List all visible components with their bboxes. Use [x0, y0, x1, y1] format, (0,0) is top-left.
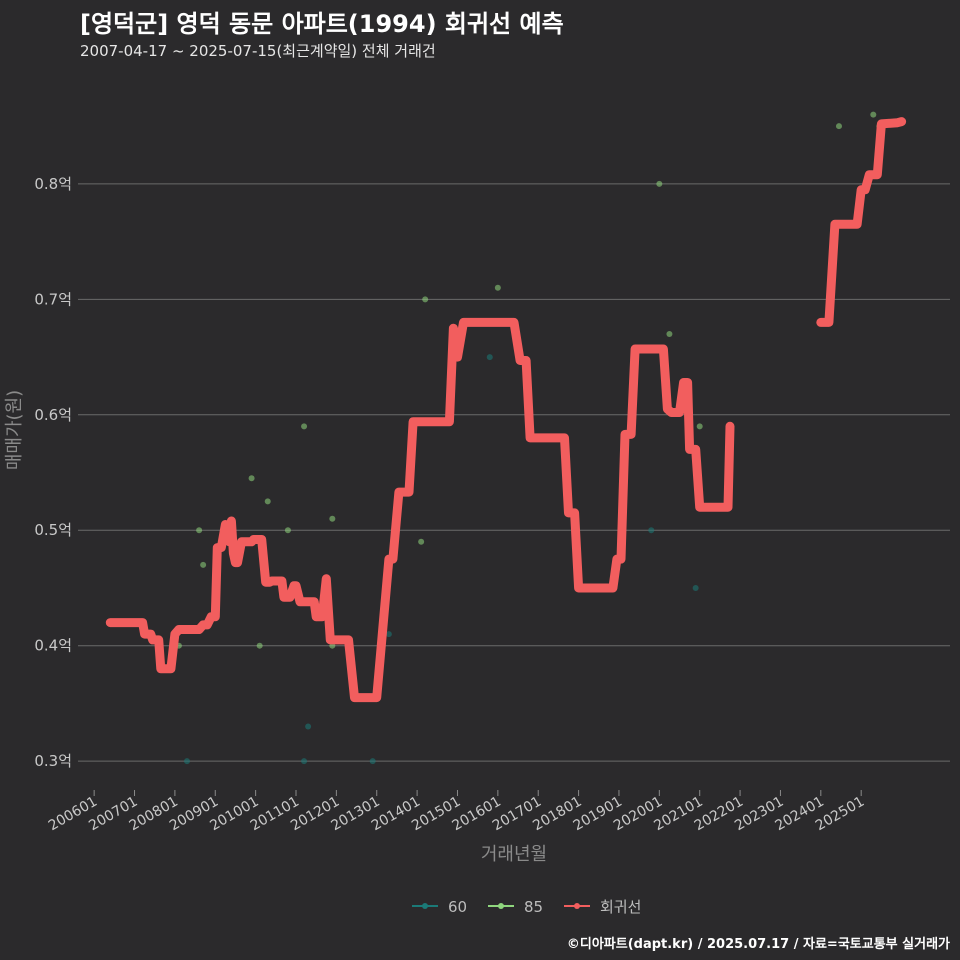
scatter-point-85 — [301, 423, 308, 430]
y-axis-label: 매매가(원) — [4, 390, 25, 470]
scatter-point-60 — [648, 527, 655, 534]
scatter-point-85 — [264, 498, 271, 505]
x-axis-label: 거래년월 — [481, 844, 547, 865]
regression-lines — [105, 117, 907, 703]
scatter-point-60 — [385, 631, 392, 638]
y-axis-ticks: 0.3억 0.4억 0.5억 0.6억 0.7억 0.8억 — [34, 175, 72, 770]
legend-swatch-dot — [422, 903, 428, 909]
scatter-point-60 — [369, 758, 376, 765]
legend-swatch-dot — [574, 903, 580, 909]
y-tick-label: 0.3억 — [34, 752, 72, 770]
y-tick-label: 0.5억 — [34, 521, 72, 539]
scatter-point-60 — [301, 758, 308, 765]
y-tick-label: 0.4억 — [34, 637, 72, 655]
chart-title: [영덕군] 영덕 동문 아파트(1994) 회귀선 예측 — [80, 10, 564, 38]
x-axis-ticks: 2006012007012008012009012010012011012012… — [46, 790, 867, 834]
regression-line-segment — [105, 317, 735, 703]
scatter-point-60 — [486, 354, 493, 361]
legend-swatch-dot — [498, 903, 504, 909]
regression-line-segment — [816, 117, 907, 327]
scatter-point-85 — [494, 284, 501, 291]
scatter-point-85 — [422, 296, 429, 303]
legend: 60 85 회귀선 — [412, 898, 641, 916]
scatter-point-85 — [656, 180, 663, 187]
y-tick-label: 0.6억 — [34, 406, 72, 424]
scatter-point-60 — [184, 758, 190, 765]
legend-label: 60 — [448, 898, 467, 916]
y-tick-label: 0.7억 — [34, 290, 72, 308]
grid-lines — [78, 183, 950, 762]
scatter-point-85 — [696, 423, 703, 430]
scatter-point-85 — [284, 527, 291, 534]
scatter-point-85 — [418, 538, 425, 545]
scatter-point-85 — [200, 561, 207, 568]
scatter-point-85 — [329, 515, 336, 522]
scatter-point-85 — [196, 527, 203, 534]
chart-subtitle: 2007-04-17 ~ 2025-07-15(최근계약일) 전체 거래건 — [80, 42, 436, 60]
scatter-point-85 — [870, 111, 877, 118]
scatter-point-85 — [666, 330, 673, 337]
scatter-point-85 — [835, 123, 842, 130]
scatter-point-85 — [248, 475, 255, 482]
scatter-point-85 — [256, 642, 263, 649]
footer-credit: ©디아파트(dapt.kr) / 2025.07.17 / 자료=국토교통부 실… — [566, 937, 950, 952]
y-tick-label: 0.8억 — [34, 175, 72, 193]
scatter-point-60 — [305, 723, 312, 730]
scatter-point-60 — [692, 584, 699, 591]
legend-label: 85 — [524, 898, 543, 916]
legend-label: 회귀선 — [600, 898, 641, 916]
